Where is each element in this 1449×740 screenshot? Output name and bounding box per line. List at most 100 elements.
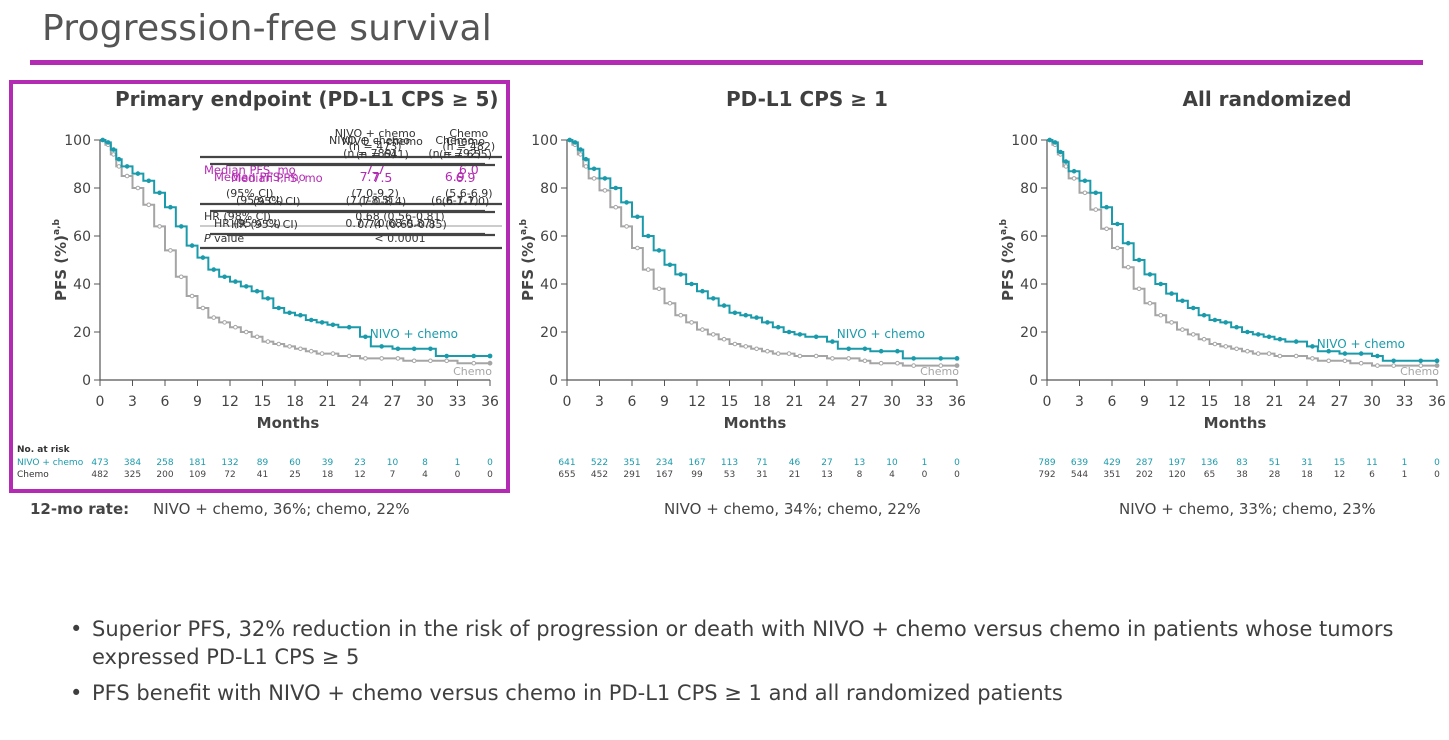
table-header-chemo-n: (n = 792) (428, 147, 481, 160)
nivo-censor-mark (583, 156, 589, 162)
x-tick-label: 18 (753, 394, 771, 410)
risk-chemo-count: 291 (623, 470, 640, 480)
x-tick-label: 18 (1233, 394, 1251, 410)
nivo-censor-mark (1223, 320, 1229, 325)
chemo-censor-mark (846, 356, 851, 361)
y-tick-label: 0 (549, 373, 558, 389)
nivo-censor-mark (1063, 159, 1069, 164)
y-tick-label: 80 (1020, 181, 1038, 197)
nivo-censor-mark (1234, 324, 1239, 330)
x-tick-label: 6 (628, 394, 637, 410)
chemo-censor-mark (346, 353, 352, 359)
risk-nivo-count: 27 (821, 458, 832, 468)
chemo-censor-mark (1245, 348, 1250, 354)
risk-nivo-count: 429 (1103, 458, 1120, 468)
risk-nivo-count: 522 (591, 458, 608, 468)
chemo-censor-mark (578, 152, 583, 157)
title-rule (30, 60, 1423, 65)
chart-title: Primary endpoint (PD-L1 CPS ≥ 5) (115, 87, 499, 111)
chemo-series-label: Chemo (920, 365, 959, 378)
nivo-censor-mark (1266, 334, 1272, 340)
chemo-censor-mark (189, 293, 195, 299)
chemo-censor-mark (1342, 358, 1348, 364)
chemo-censor-mark (287, 344, 292, 349)
table-header-nivo-n: (n = 789) (343, 147, 396, 160)
chemo-censor-mark (233, 324, 238, 330)
chemo-censor-mark (710, 332, 716, 337)
x-tick-label: 24 (351, 394, 369, 410)
risk-nivo-count: 83 (1236, 458, 1247, 468)
chemo-censor-mark (1082, 190, 1088, 196)
x-tick-label: 33 (449, 394, 467, 410)
nivo-censor-mark (878, 348, 884, 354)
chemo-censor-mark (178, 274, 184, 280)
ci-nivo: (7.0-9.2) (351, 187, 399, 200)
table-header-chemo-n: (n = 482) (442, 140, 495, 153)
risk-chemo-count: 28 (1269, 470, 1281, 480)
chemo-censor-mark (786, 351, 792, 356)
ci-chemo: (6.1-7.0) (442, 195, 490, 208)
risk-nivo-count: 51 (1269, 458, 1280, 468)
nivo-censor-mark (1058, 149, 1063, 155)
chemo-censor-mark (754, 346, 759, 352)
chemo-censor-mark (1234, 346, 1239, 352)
chemo-censor-mark (330, 351, 336, 356)
nivo-censor-mark (1125, 240, 1131, 246)
highlight-box (9, 80, 510, 493)
nivo-censor-mark (1418, 358, 1424, 364)
chemo-censor-mark (1223, 344, 1229, 349)
chemo-censor-mark (200, 305, 206, 311)
chemo-censor-mark (1136, 286, 1142, 292)
chemo-censor-mark (319, 351, 325, 356)
x-tick-label: 15 (254, 394, 272, 410)
risk-chemo-count: 25 (289, 470, 300, 480)
nivo-censor-mark (765, 320, 770, 325)
nivo-series-label: NIVO + chemo (837, 327, 925, 341)
nivo-censor-mark (379, 344, 384, 349)
chemo-censor-mark (895, 360, 900, 366)
chemo-censor-mark (765, 348, 770, 354)
risk-nivo-count: 473 (91, 458, 108, 468)
x-tick-label: 30 (1363, 394, 1381, 410)
table-header-chemo: Chemo (446, 135, 485, 148)
risk-nivo-count: 197 (1168, 458, 1185, 468)
x-tick-label: 21 (1266, 394, 1284, 410)
y-axis-label-sup: a,b (52, 218, 62, 234)
hr-value: 0.77 (0.68-0.87) (345, 217, 435, 230)
nivo-end-point (1434, 358, 1440, 364)
y-tick-label: 60 (540, 229, 558, 245)
slide-title: Progression-free survival (42, 8, 492, 49)
nivo-censor-mark (146, 178, 152, 184)
table-header-nivo-n: (n = 641) (356, 148, 409, 161)
risk-nivo-count: 789 (1038, 458, 1055, 468)
chart-title: All randomized (1182, 87, 1352, 111)
risk-nivo-count: 1 (1402, 458, 1408, 468)
nivo-censor-mark (1255, 332, 1261, 337)
nivo-censor-mark (656, 248, 662, 253)
rate-cps1: NIVO + chemo, 34%; chemo, 22% (664, 500, 921, 518)
risk-nivo-count: 1 (922, 458, 928, 468)
risk-nivo-count: 287 (1136, 458, 1153, 468)
risk-chemo-count: 0 (487, 470, 493, 480)
chart-title: PD-L1 CPS ≥ 1 (726, 87, 888, 111)
hr-label: HR (95% CI) (231, 218, 298, 231)
ci-label: (95% CI) (236, 194, 283, 207)
ci-chemo: (5.6-6.9) (445, 187, 493, 200)
chemo-censor-mark (1212, 341, 1218, 347)
x-tick-label: 36 (948, 394, 966, 410)
risk-nivo-count: 181 (189, 458, 206, 468)
nivo-censor-mark (754, 315, 759, 320)
x-tick-label: 3 (1075, 394, 1084, 410)
x-tick-label: 3 (128, 394, 137, 410)
y-axis-label-sup: a,b (519, 218, 529, 234)
risk-chemo-count: 452 (591, 470, 608, 480)
median-pfs-nivo: 7.7 (360, 169, 380, 184)
chemo-censor-mark (1169, 320, 1174, 325)
chemo-censor-mark (1375, 363, 1380, 368)
chemo-censor-mark (1391, 363, 1396, 368)
chemo-censor-mark (1063, 164, 1069, 169)
risk-chemo-count: 167 (656, 470, 673, 480)
chemo-censor-mark (379, 356, 384, 361)
